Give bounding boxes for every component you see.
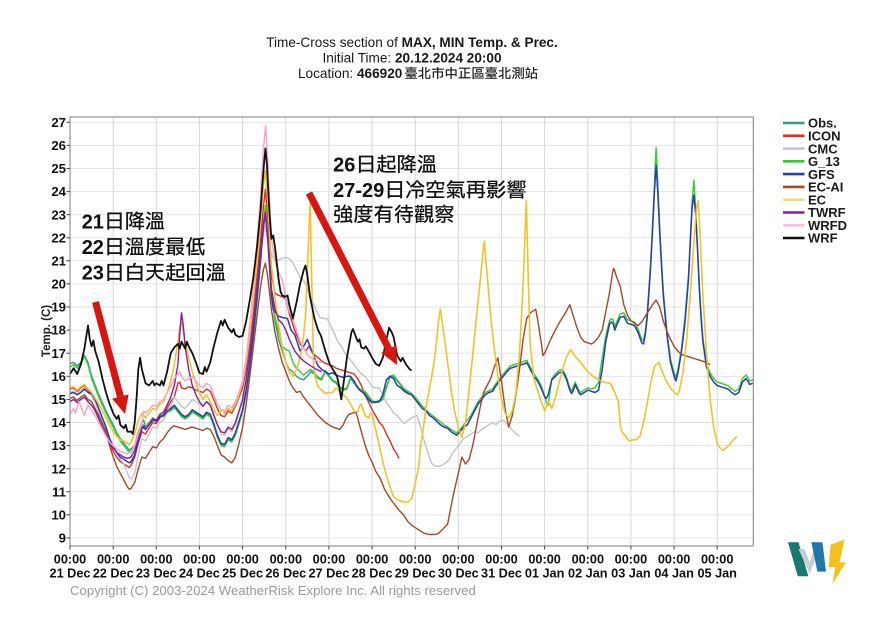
svg-text:GFS: GFS — [808, 167, 835, 182]
svg-text:00:00: 00:00 — [356, 553, 388, 567]
svg-text:00:00: 00:00 — [97, 553, 129, 567]
svg-text:18: 18 — [51, 323, 66, 338]
svg-text:Location: 466920: Location: 466920 — [298, 66, 402, 81]
svg-text:00:00: 00:00 — [399, 553, 431, 567]
svg-text:CMC: CMC — [808, 141, 838, 156]
svg-text:26: 26 — [333, 155, 355, 177]
svg-text:22 Dec: 22 Dec — [93, 567, 134, 581]
svg-text:11: 11 — [52, 484, 66, 499]
svg-text:00:00: 00:00 — [485, 553, 517, 567]
svg-text:28 Dec: 28 Dec — [352, 567, 393, 581]
svg-text:21 Dec: 21 Dec — [50, 567, 91, 581]
svg-text:Obs.: Obs. — [808, 116, 837, 131]
svg-text:00:00: 00:00 — [442, 553, 474, 567]
svg-text:9: 9 — [59, 531, 66, 546]
svg-text:24: 24 — [51, 184, 66, 199]
svg-text:Temp. (C): Temp. (C) — [41, 305, 53, 357]
svg-text:25: 25 — [51, 161, 66, 176]
svg-text:10: 10 — [51, 507, 66, 522]
svg-text:29 Dec: 29 Dec — [395, 567, 436, 581]
svg-text:21: 21 — [82, 211, 104, 233]
svg-text:23 Dec: 23 Dec — [136, 567, 177, 581]
svg-text:00:00: 00:00 — [658, 553, 690, 567]
svg-text:27: 27 — [51, 115, 66, 130]
svg-text:WRF: WRF — [808, 231, 838, 246]
svg-text:00:00: 00:00 — [183, 553, 215, 567]
svg-text:04 Jan: 04 Jan — [654, 567, 694, 581]
svg-text:22: 22 — [51, 230, 66, 245]
svg-text:00:00: 00:00 — [701, 553, 733, 567]
svg-text:Time-Cross section of MAX, MIN: Time-Cross section of MAX, MIN Temp. & P… — [266, 35, 558, 50]
svg-text:15: 15 — [51, 392, 66, 407]
svg-text:27 Dec: 27 Dec — [308, 567, 349, 581]
svg-text:20: 20 — [51, 277, 66, 292]
svg-text:05 Jan: 05 Jan — [697, 567, 737, 581]
svg-text:25 Dec: 25 Dec — [222, 567, 263, 581]
svg-text:00:00: 00:00 — [313, 553, 345, 567]
svg-text:ICON: ICON — [808, 129, 841, 144]
svg-text:01 Jan: 01 Jan — [525, 567, 565, 581]
svg-text:26 Dec: 26 Dec — [265, 567, 306, 581]
svg-text:EC: EC — [808, 192, 827, 207]
svg-text:30 Dec: 30 Dec — [438, 567, 479, 581]
svg-text:22: 22 — [82, 237, 104, 259]
svg-text:EC-AI: EC-AI — [808, 180, 843, 195]
svg-text:23: 23 — [51, 207, 66, 222]
svg-text:19: 19 — [51, 300, 66, 315]
svg-text:03 Jan: 03 Jan — [611, 567, 651, 581]
svg-text:00:00: 00:00 — [226, 553, 258, 567]
svg-text:Initial Time: 20.12.2024 20:00: Initial Time: 20.12.2024 20:00 — [322, 51, 501, 66]
svg-text:02 Jan: 02 Jan — [568, 567, 608, 581]
svg-text:G_13: G_13 — [808, 154, 840, 169]
svg-text:23: 23 — [82, 263, 104, 285]
svg-text:Copyright (C) 2003-2024 Weathe: Copyright (C) 2003-2024 WeatherRisk Expl… — [70, 583, 476, 598]
svg-text:17: 17 — [51, 346, 66, 361]
svg-text:00:00: 00:00 — [270, 553, 302, 567]
svg-text:21: 21 — [51, 253, 66, 268]
svg-text:31 Dec: 31 Dec — [481, 567, 522, 581]
svg-text:WRFD: WRFD — [808, 218, 847, 233]
svg-text:TWRF: TWRF — [808, 205, 846, 220]
svg-text:13: 13 — [51, 438, 66, 453]
svg-text:00:00: 00:00 — [528, 553, 560, 567]
svg-text:24 Dec: 24 Dec — [179, 567, 220, 581]
svg-text:26: 26 — [51, 138, 66, 153]
svg-text:16: 16 — [51, 369, 66, 384]
svg-text:00:00: 00:00 — [54, 553, 86, 567]
svg-text:12: 12 — [51, 461, 66, 476]
svg-text:00:00: 00:00 — [140, 553, 172, 567]
svg-text:00:00: 00:00 — [615, 553, 647, 567]
svg-text:14: 14 — [51, 415, 66, 430]
svg-text:00:00: 00:00 — [572, 553, 604, 567]
svg-text:27-29: 27-29 — [333, 180, 384, 202]
